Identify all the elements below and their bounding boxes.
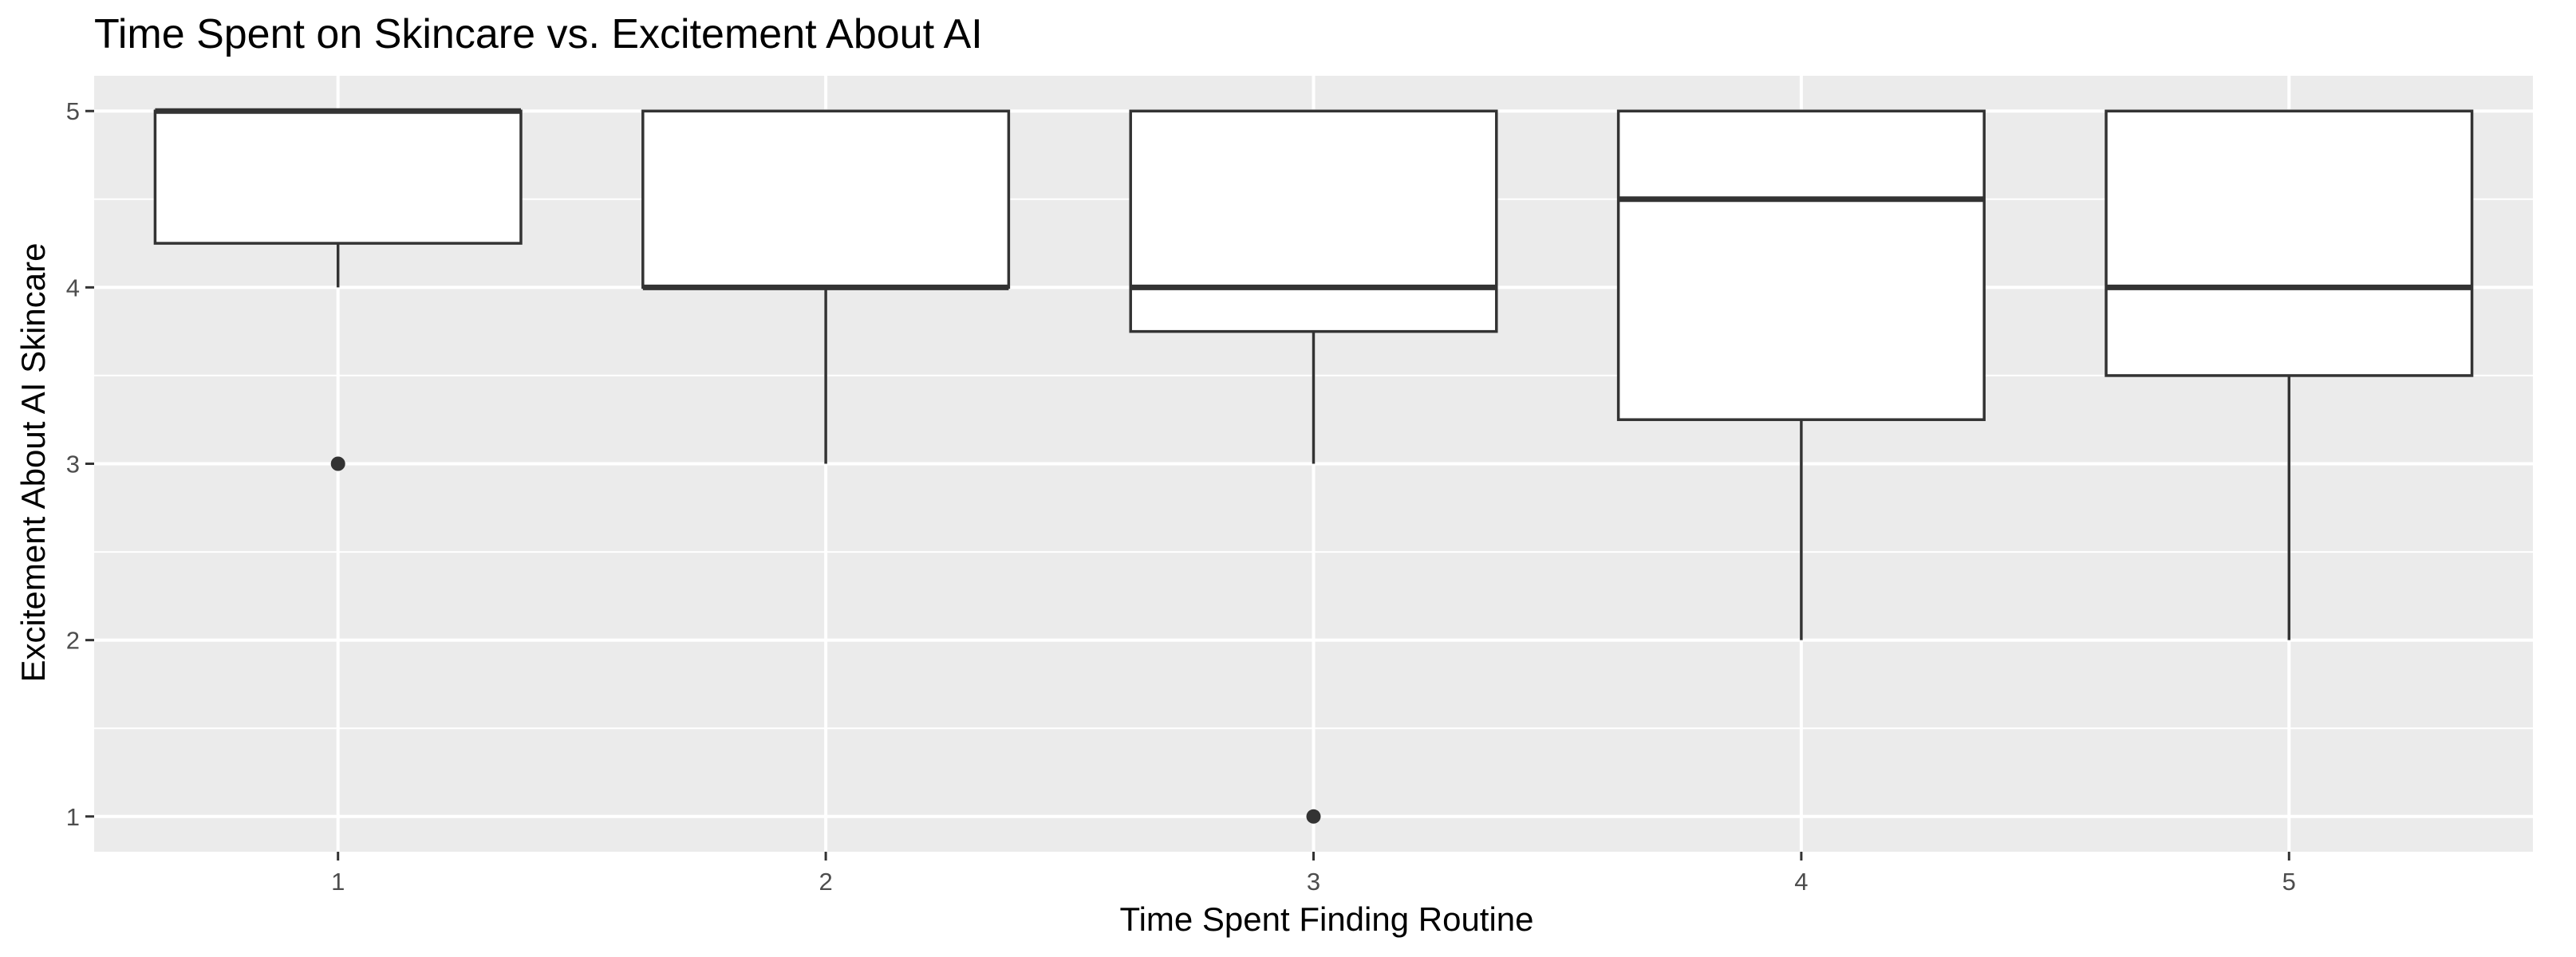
x-axis-title: Time Spent Finding Routine [1119,900,1533,938]
x-axis: 1 2 3 4 5 [331,852,2296,896]
box-group-2 [641,109,1011,464]
y-tick-label: 5 [66,97,80,125]
box-group-1 [153,108,523,471]
box [1129,109,1498,333]
box [2105,109,2474,377]
x-tick-label: 4 [1794,868,1808,896]
x-tick-label: 1 [331,868,345,896]
y-tick-label: 3 [66,451,80,478]
box-group-4 [1616,109,1986,640]
outlier-point [330,456,345,471]
y-tick-label: 4 [66,274,80,301]
box [641,109,1011,289]
box [1616,109,1986,421]
x-tick-label: 3 [1307,868,1320,896]
y-tick-label: 2 [66,627,80,655]
box-layer [153,108,2474,824]
box [153,109,523,245]
x-tick-label: 5 [2282,868,2296,896]
box-group-3 [1129,109,1498,824]
chart-title: Time Spent on Skincare vs. Excitement Ab… [94,11,983,57]
box-group-5 [2105,109,2474,640]
y-tick-label: 1 [66,803,80,831]
x-tick-label: 2 [819,868,832,896]
y-axis-title: Excitement About AI Skincare [14,243,52,683]
y-axis: 1 2 3 4 5 [66,97,94,831]
outlier-point [1306,809,1321,824]
